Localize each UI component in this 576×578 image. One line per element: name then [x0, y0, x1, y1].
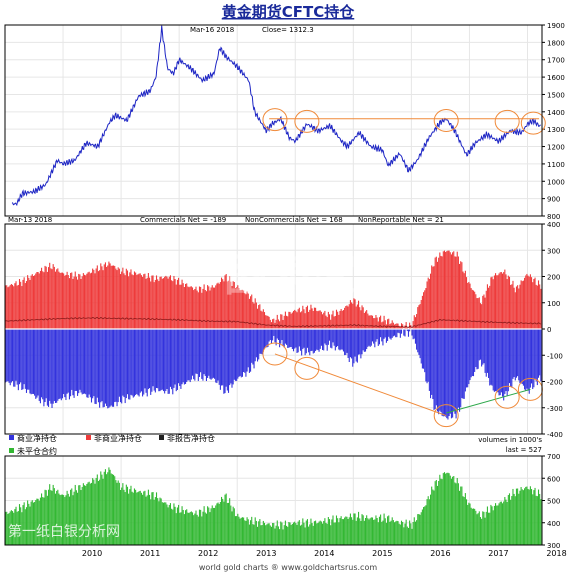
oi-ytick-label: 600	[547, 475, 560, 483]
price-circle-4	[494, 109, 520, 133]
cot-header-noncommercials: NonCommercials Net = 168	[245, 216, 343, 224]
oi-ytick-label: 500	[547, 498, 560, 506]
price-circle-2	[294, 109, 320, 133]
price-panel: 800 900 1000 1100 1200 1300 1400 1500 1600 1700 18…	[4, 22, 565, 221]
cot-legend-swatch-1	[9, 435, 14, 440]
x-axis-label-2017: 2017	[488, 549, 508, 558]
watermark-middle: 图表家	[224, 250, 356, 301]
cot-nonreportable-line	[5, 316, 542, 329]
cot-legend-swatch-2	[86, 435, 91, 440]
price-line	[11, 25, 541, 207]
price-ytick-label: 1600	[547, 74, 565, 82]
cot-unit-note: volumes in 1000's	[478, 436, 542, 444]
oi-ytick-label: 700	[547, 453, 560, 461]
cot-orange-trendline	[274, 353, 447, 417]
price-ytick-label: 1100	[547, 161, 565, 169]
cot-circle-3	[433, 404, 459, 428]
cot-circle-1	[262, 342, 288, 366]
x-axis-label-2014: 2014	[314, 549, 334, 558]
x-axis-label-2016: 2016	[430, 549, 450, 558]
cot-ytick-label: -400	[547, 431, 563, 439]
x-axis-label-2012: 2012	[198, 549, 218, 558]
oi-frame	[4, 455, 543, 546]
oi-legend-swatch	[9, 448, 14, 453]
price-circle-5	[520, 111, 546, 135]
price-ytick-label: 1500	[547, 91, 565, 99]
price-circle-3	[433, 109, 459, 132]
price-ytick-label: 1700	[547, 57, 565, 65]
price-ytick-label: 1900	[547, 22, 565, 30]
cot-header-nonreportable: NonReportable Net = 21	[358, 216, 444, 224]
cot-ytick-label: 400	[547, 221, 560, 229]
price-header-close: Close= 1312.3	[262, 26, 314, 34]
oi-ytick-label: 300	[547, 542, 560, 550]
price-ytick-label: 1000	[547, 178, 565, 186]
chart-title: 黄金期货CFTC持仓	[222, 3, 355, 21]
price-circle-1	[262, 108, 288, 132]
price-frame	[4, 24, 543, 217]
watermark-bottom: 第一纸白银分析网	[8, 523, 120, 540]
oi-legend-label: 未平仓合约	[17, 446, 57, 456]
price-ytick-label: 1800	[547, 39, 565, 47]
x-axis-label-2010: 2010	[82, 549, 102, 558]
cot-green-trendline	[446, 388, 531, 414]
cot-ytick-label: 200	[547, 274, 560, 282]
x-axis-label-2011: 2011	[140, 549, 160, 558]
cot-panel: -400 -300 -200 -100 0 100 200 300 400 Mar-13 2018…	[4, 216, 563, 444]
cot-legend-swatch-3	[159, 435, 164, 440]
open-interest-panel: 300 400 500 600 700 未平仓合约 last = 527 第一纸白银分析网 20…	[4, 446, 567, 558]
cot-legend-label-2: 非商业净持仓	[94, 433, 142, 443]
cot-ytick-label: -200	[547, 379, 563, 387]
x-axis-label-2015: 2015	[372, 549, 392, 558]
oi-ytick-label: 400	[547, 520, 560, 528]
cot-legend-label-3: 非报告净持仓	[167, 433, 215, 443]
price-header-date: Mar-16 2018	[190, 26, 234, 34]
oi-last-label: last = 527	[506, 446, 542, 454]
cot-ytick-label: 100	[547, 300, 560, 308]
price-ytick-label: 800	[547, 213, 560, 221]
price-ytick-label: 900	[547, 196, 560, 204]
cot-header-date: Mar-13 2018	[8, 216, 52, 224]
x-axis-label-2013: 2013	[256, 549, 276, 558]
price-ytick-label: 1400	[547, 109, 565, 117]
cot-legend-label-1: 商业净持仓	[17, 433, 57, 443]
cot-ytick-label: 300	[547, 247, 560, 255]
cot-ytick-label: -100	[547, 352, 563, 360]
cot-circle-4	[494, 385, 520, 409]
cot-header-commercials: Commercials Net = -189	[140, 216, 226, 224]
price-ytick-label: 1200	[547, 144, 565, 152]
cot-circle-2	[294, 356, 320, 380]
cot-ytick-label: -300	[547, 405, 563, 413]
cot-ytick-label: 0	[547, 326, 551, 334]
price-ytick-label: 1300	[547, 126, 565, 134]
cot-frame	[4, 223, 543, 435]
footer-credit: world gold charts ® www.goldchartsrus.co…	[199, 563, 377, 572]
x-axis-label-2018: 2018	[546, 549, 566, 558]
